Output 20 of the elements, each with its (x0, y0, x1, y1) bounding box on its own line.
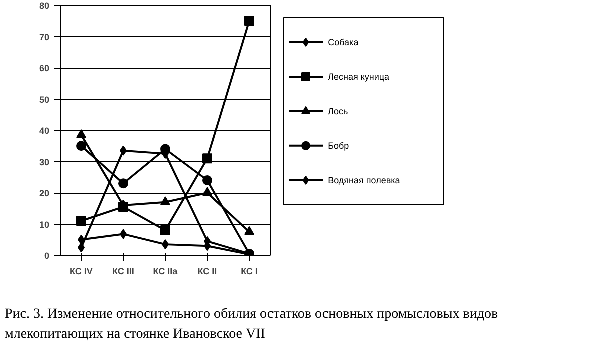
x-tick-label: КС II (198, 266, 218, 276)
y-tick-label: 80 (39, 1, 50, 11)
y-tick-label: 10 (39, 220, 50, 230)
y-tick-label: 40 (39, 126, 50, 136)
legend-label: Водяная полевка (328, 175, 400, 186)
text: Рис. 3. Изменение относительного обилия остатков основных промысловых видов млекопитающих на стоянке Ивановское VII (5, 306, 500, 344)
legend-label: Бобр (328, 140, 350, 151)
y-tick-label: 30 (39, 157, 50, 168)
legend-label: Лесная куница (328, 72, 390, 82)
y-tick-label: 20 (39, 188, 50, 198)
x-tick-label: КС I (241, 266, 258, 276)
y-tick-label: 50 (39, 94, 50, 105)
x-tick-label: КС IV (70, 266, 93, 276)
y-tick-label: 60 (39, 64, 50, 74)
legend-label: Лось (328, 106, 349, 116)
legend-label: Собака (328, 37, 359, 48)
x-tick-label: КС III (112, 266, 134, 276)
y-tick-label: 0 (44, 251, 50, 261)
x-tick-label: КС IIa (153, 266, 179, 276)
y-tick-label: 70 (39, 32, 50, 42)
